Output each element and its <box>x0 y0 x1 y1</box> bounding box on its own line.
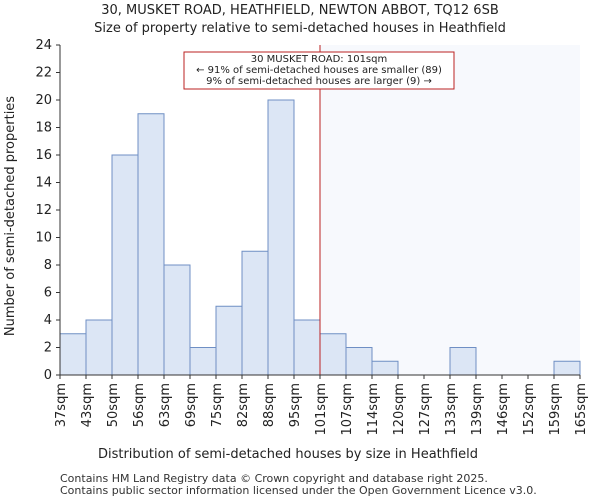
bar-159sqm <box>553 360 581 376</box>
x-tick-label-133sqm: 133sqm <box>444 383 459 436</box>
bar-69sqm <box>189 347 217 376</box>
x-tick-label-63sqm: 63sqm <box>158 383 173 427</box>
annotation-line-1: 30 MUSKET ROAD: 101sqm <box>251 54 387 65</box>
x-tick-label-56sqm: 56sqm <box>132 383 147 427</box>
x-tick-label-75sqm: 75sqm <box>210 383 225 427</box>
bar-88sqm <box>267 99 295 376</box>
chart-subtitle: Size of property relative to semi-detach… <box>94 21 506 36</box>
bar-114sqm <box>371 360 399 376</box>
y-tick-label-24: 24 <box>35 38 52 53</box>
x-tick-label-37sqm: 37sqm <box>54 383 69 427</box>
bar-63sqm <box>163 264 191 376</box>
x-tick-label-127sqm: 127sqm <box>418 383 433 436</box>
x-tick-label-43sqm: 43sqm <box>80 383 95 427</box>
x-axis-label: Distribution of semi-detached houses by … <box>98 447 478 462</box>
y-tick-label-4: 4 <box>44 313 52 328</box>
annotation-rect <box>183 51 455 90</box>
y-tick-label-8: 8 <box>44 258 52 273</box>
y-tick-label-2: 2 <box>44 341 52 356</box>
y-tick-label-22: 22 <box>35 66 52 81</box>
x-tick-label-114sqm: 114sqm <box>366 383 381 436</box>
x-tick-label-165sqm: 165sqm <box>574 383 589 436</box>
x-tick-label-88sqm: 88sqm <box>262 383 277 427</box>
bars <box>59 99 581 376</box>
bar-133sqm <box>449 347 477 376</box>
bar-75sqm <box>215 305 243 376</box>
x-tick-label-95sqm: 95sqm <box>288 383 303 427</box>
footer-line-2: Contains public sector information licen… <box>60 484 537 497</box>
y-tick-label-12: 12 <box>35 203 52 218</box>
x-tick-label-152sqm: 152sqm <box>522 383 537 436</box>
bar-101sqm <box>319 333 347 376</box>
y-tick-label-0: 0 <box>44 368 52 383</box>
chart-title: 30, MUSKET ROAD, HEATHFIELD, NEWTON ABBO… <box>101 3 499 18</box>
y-tick-label-20: 20 <box>35 93 52 108</box>
y-tick-label-16: 16 <box>35 148 52 163</box>
bar-50sqm <box>111 154 139 376</box>
y-tick-label-10: 10 <box>35 231 52 246</box>
bar-37sqm <box>59 333 87 376</box>
x-ticks: 37sqm 43sqm 50sqm 56sqm 63sqm 69sqm 75sqm 82sqm… <box>54 375 589 436</box>
y-tick-label-18: 18 <box>35 121 52 136</box>
footer-line-1: Contains HM Land Registry data © Crown c… <box>60 472 488 485</box>
x-tick-label-139sqm: 139sqm <box>470 383 485 436</box>
x-tick-label-82sqm: 82sqm <box>236 383 251 427</box>
x-tick-label-159sqm: 159sqm <box>548 383 563 436</box>
annotation-line-3: 9% of semi-detached houses are larger (9… <box>206 76 432 87</box>
y-axis-label: Number of semi-detached properties <box>3 96 18 336</box>
bar-56sqm <box>137 113 165 376</box>
x-tick-label-107sqm: 107sqm <box>340 383 355 436</box>
x-tick-label-50sqm: 50sqm <box>106 383 121 427</box>
bar-43sqm <box>85 319 113 376</box>
bar-107sqm <box>345 347 373 376</box>
x-tick-label-69sqm: 69sqm <box>184 383 199 427</box>
x-tick-label-120sqm: 120sqm <box>392 383 407 436</box>
annotation-line-2: ← 91% of semi-detached houses are smalle… <box>196 65 442 76</box>
x-tick-label-146sqm: 146sqm <box>496 383 511 436</box>
y-tick-label-6: 6 <box>44 286 52 301</box>
annotation-box: 30 MUSKET ROAD: 101sqm ← 91% of semi-det… <box>183 51 455 90</box>
bar-95sqm <box>293 319 321 376</box>
bar-82sqm <box>241 250 269 376</box>
larger-region <box>320 45 580 375</box>
x-tick-label-101sqm: 101sqm <box>314 383 329 436</box>
y-tick-label-14: 14 <box>35 176 52 191</box>
